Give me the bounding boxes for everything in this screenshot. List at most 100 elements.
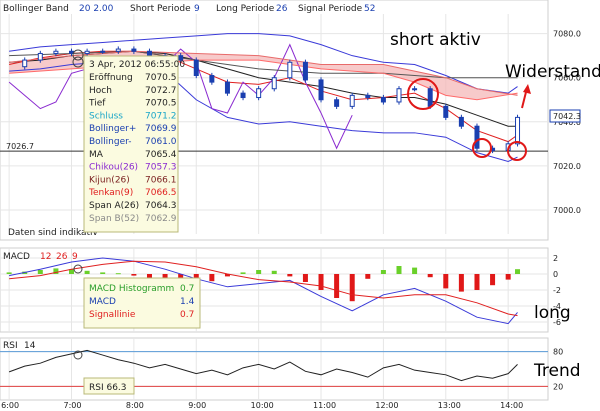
macd-histogram-bar <box>53 268 59 274</box>
candle <box>256 88 262 99</box>
candle <box>474 125 480 149</box>
tooltip-row-label: Tief <box>88 99 106 109</box>
crosshair-dot <box>72 49 84 61</box>
macd-histogram-bar <box>515 269 521 274</box>
candle <box>427 88 433 107</box>
macd-tooltip-value: 0.7 <box>180 284 194 294</box>
tooltip-row-value: 7069.9 <box>145 124 177 134</box>
candle <box>22 59 28 68</box>
footnote: Daten sind indikativ <box>8 228 99 238</box>
macd-histogram-bar <box>458 274 464 292</box>
macd-tooltip-value: 0.7 <box>180 310 194 320</box>
macd-histogram-bar <box>209 274 215 282</box>
macd-histogram-bar <box>37 270 43 274</box>
macd-histogram-bar <box>412 267 418 274</box>
tooltip-box <box>83 55 179 233</box>
tooltip-row-value: 7070.5 <box>145 73 177 83</box>
tooltip-row-value: 7065.4 <box>145 150 177 160</box>
rsi-value-label: RSI 66.3 <box>89 383 127 393</box>
y-tick-label: 7080.0 <box>553 30 581 39</box>
macd-tooltip-label: MACD Histogramm <box>89 284 174 294</box>
tooltip-row-label: Bollinger- <box>89 137 132 147</box>
tooltip-row-label: Hoch <box>89 86 112 96</box>
y-tick-label: 7060.0 <box>553 74 581 83</box>
candle <box>53 50 59 54</box>
macd-histogram-bar <box>256 270 262 274</box>
crosshair-dot <box>73 350 83 360</box>
y-tick-label: 20 <box>553 382 563 391</box>
support-circle <box>472 138 492 158</box>
y-tick-label: -6 <box>553 318 561 327</box>
candle <box>178 55 184 61</box>
candle <box>349 94 355 107</box>
tooltip-row-value: 7070.5 <box>145 99 177 109</box>
candle <box>365 94 371 99</box>
header-label: Long Periode <box>216 4 275 14</box>
candle <box>287 61 293 79</box>
y-tick-label: -2 <box>553 286 561 295</box>
candle <box>37 52 43 61</box>
crosshair-markers <box>72 49 84 360</box>
tooltip-row-label: Schluss <box>89 111 123 121</box>
candle <box>146 50 152 57</box>
macd-histogram-bar <box>365 274 371 279</box>
tooltip-row-value: 7066.1 <box>145 175 177 185</box>
x-tick-label: 7:00 <box>64 401 82 410</box>
candle <box>224 81 230 94</box>
annotation-resistance: Widerstand <box>505 62 600 82</box>
crosshair-dot <box>73 264 83 274</box>
macd-histogram-bar <box>100 272 106 274</box>
annotation-marks <box>407 78 531 161</box>
candle <box>318 79 324 101</box>
tooltip-row-value: 7071.2 <box>145 111 177 121</box>
tooltip-row-value: 7072.7 <box>145 86 177 96</box>
macd-histogram-bar <box>271 270 277 274</box>
candle <box>240 92 246 99</box>
tooltip-date: 3 Apr, 2012 06:55:00 <box>89 60 185 70</box>
macd-histogram-bar <box>396 266 402 274</box>
annotation-short: short aktiv <box>390 30 481 50</box>
macd-histogram-bar <box>380 270 386 274</box>
support-circle <box>507 141 527 161</box>
x-tick-label: 6:00 <box>1 401 19 410</box>
tooltip-row-value: 7057.3 <box>145 163 177 173</box>
candle <box>131 48 137 52</box>
macd-header-label: MACD <box>3 252 30 262</box>
rsi-tooltip-box <box>83 377 135 395</box>
x-tick-label: 14:00 <box>500 401 523 410</box>
header-value: 26 <box>276 4 288 14</box>
header-value: 52 <box>364 4 375 14</box>
macd-histogram-bar <box>505 274 511 280</box>
tooltip-row-value: 7064.3 <box>145 201 177 211</box>
candle <box>100 50 106 53</box>
short-signal-circle <box>407 78 439 110</box>
y-tick-label: 7020.0 <box>553 162 581 171</box>
candle <box>515 116 521 145</box>
macd-histogram-bar <box>84 270 90 274</box>
tooltip-row-label: Eröffnung <box>89 73 133 83</box>
macd-histogram-bar <box>302 274 308 282</box>
y-tick-label: 2 <box>553 254 558 263</box>
macd-histogram-bar <box>69 269 74 274</box>
macd-histogram-bar <box>162 274 168 281</box>
last-price-label: 7042.3 <box>553 112 581 121</box>
candle <box>334 99 340 107</box>
macd-histogram-bar <box>287 274 293 277</box>
hline-label: 7026.7 <box>6 142 34 151</box>
tooltip-row-value: 7062.9 <box>145 214 177 224</box>
chikou-line <box>8 43 353 150</box>
macd-tooltip-box <box>83 277 201 329</box>
macd-histogram-bar <box>6 272 12 274</box>
tooltip-row-label: Chikou(26) <box>89 163 138 173</box>
macd-histogram-bar <box>115 273 121 275</box>
signal-line <box>9 260 518 317</box>
macd-histogram-bar <box>490 274 496 286</box>
candle <box>271 77 277 90</box>
tooltip-row-label: Span B(52) <box>89 214 139 224</box>
y-tick-label: 80 <box>553 348 563 357</box>
annotation-long: long <box>534 303 571 323</box>
y-tick-label: 7000.0 <box>553 206 581 215</box>
y-tick-label: -4 <box>553 302 561 311</box>
candle <box>209 75 215 83</box>
